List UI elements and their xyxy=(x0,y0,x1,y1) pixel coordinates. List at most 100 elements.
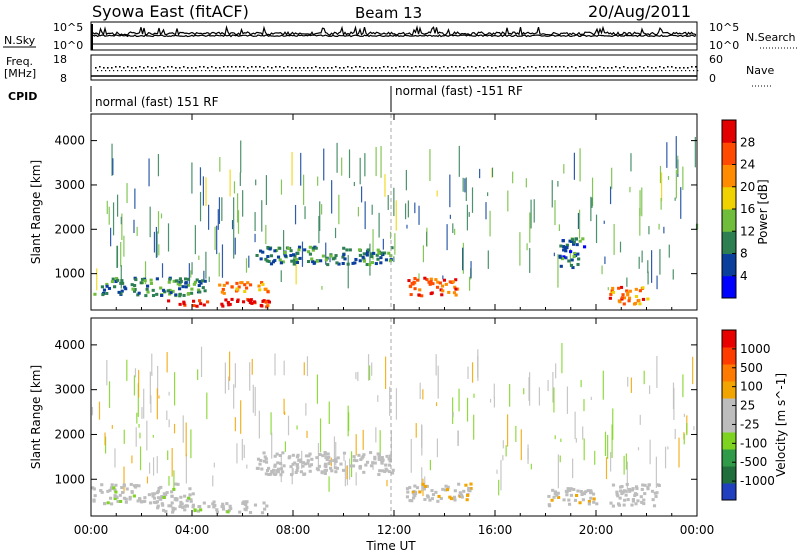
heat-streak xyxy=(108,206,110,225)
heat-cell xyxy=(308,464,312,468)
heat-cell xyxy=(569,493,574,497)
heat-streak xyxy=(418,273,420,282)
heat-streak xyxy=(672,269,674,280)
nsky-tick-top: 10^5 xyxy=(53,21,83,34)
heat-cell xyxy=(207,505,211,509)
heat-cell xyxy=(575,243,579,247)
heat-streak xyxy=(134,188,136,209)
heat-cell xyxy=(283,250,287,254)
heat-cell xyxy=(467,488,471,492)
heat-streak xyxy=(382,238,384,250)
heat-cell xyxy=(349,464,353,468)
heat-cell xyxy=(571,238,575,242)
heat-cell xyxy=(167,280,171,284)
heat-cell xyxy=(455,287,460,291)
heat-streak xyxy=(629,186,631,193)
heat-streak xyxy=(638,256,640,269)
heat-cell xyxy=(330,469,334,473)
heat-cell xyxy=(116,499,120,503)
heat-cell xyxy=(454,293,458,297)
heat-cell xyxy=(584,490,588,494)
heat-cell xyxy=(655,491,659,495)
heat-streak xyxy=(372,229,374,260)
heat-streak xyxy=(156,231,158,258)
colorbar-swatch xyxy=(722,364,736,382)
heat-cell xyxy=(635,487,639,491)
heat-streak xyxy=(612,408,614,440)
heat-cell xyxy=(619,489,623,493)
heat-streak xyxy=(280,270,282,282)
heat-cell xyxy=(238,510,242,514)
heat-cell xyxy=(373,457,377,461)
heat-cell xyxy=(567,259,571,263)
heat-cell xyxy=(122,483,126,487)
heat-cell xyxy=(113,285,117,289)
heat-cell xyxy=(129,482,133,486)
heat-cell xyxy=(146,290,150,294)
heat-cell xyxy=(449,497,454,501)
heat-cell xyxy=(229,507,233,511)
heat-cell xyxy=(562,255,566,259)
heat-streak xyxy=(375,146,377,177)
heat-cell xyxy=(339,462,343,466)
heat-streak xyxy=(520,429,522,461)
heat-cell xyxy=(342,451,347,455)
heat-cell xyxy=(621,490,625,494)
heat-streak xyxy=(470,261,472,279)
heat-cell xyxy=(379,256,383,260)
heat-cell xyxy=(634,502,638,506)
heat-cell xyxy=(279,261,283,265)
heat-cell xyxy=(581,498,585,502)
heat-streak xyxy=(270,412,272,435)
heat-cell xyxy=(107,286,112,290)
heat-streak xyxy=(651,250,653,283)
heat-cell xyxy=(460,495,464,499)
heat-streak xyxy=(437,365,439,399)
heat-streak xyxy=(231,220,234,230)
heat-cell xyxy=(434,278,438,282)
beam-title: Beam 13 xyxy=(355,4,422,22)
heat-cell xyxy=(308,245,312,249)
heat-streak xyxy=(554,435,556,440)
heat-streak xyxy=(647,260,649,274)
heat-cell xyxy=(178,277,183,281)
heat-cell xyxy=(634,295,639,299)
heat-streak xyxy=(112,158,114,175)
heat-streak xyxy=(319,201,321,232)
heat-cell xyxy=(320,470,324,474)
heat-cell xyxy=(253,503,258,507)
heat-cell xyxy=(169,291,173,295)
velocity-colorbar-label: Velocity [m s^-1] xyxy=(774,373,788,477)
heat-cell xyxy=(280,470,285,474)
heat-cell xyxy=(592,497,596,501)
heat-cell xyxy=(173,497,177,501)
heat-cell xyxy=(323,452,327,456)
heat-streak xyxy=(160,213,163,219)
heat-cell xyxy=(192,282,196,286)
heat-cell xyxy=(430,497,434,501)
colorbar-tick: 20 xyxy=(740,180,755,194)
heat-cell xyxy=(185,504,190,508)
y-tick-label: 1000 xyxy=(54,267,85,281)
colorbar-tick: -500 xyxy=(740,455,767,469)
heat-streak xyxy=(319,418,322,453)
heat-cell xyxy=(155,277,159,281)
heat-cell xyxy=(335,261,339,265)
heat-cell xyxy=(215,508,219,512)
heat-cell xyxy=(105,284,109,288)
heat-streak xyxy=(641,250,643,263)
heat-streak xyxy=(491,167,494,178)
heat-cell xyxy=(276,461,280,465)
heat-cell xyxy=(212,505,216,509)
heat-streak xyxy=(668,244,670,258)
heat-cell xyxy=(171,289,175,293)
heat-streak xyxy=(660,172,663,202)
heat-streak xyxy=(205,251,207,279)
heat-cell xyxy=(352,455,356,459)
heat-cell xyxy=(248,511,253,515)
heat-cell xyxy=(190,291,194,295)
heat-streak xyxy=(212,475,214,487)
heat-streak xyxy=(489,210,491,237)
heat-cell xyxy=(634,485,639,489)
heat-cell xyxy=(333,466,338,470)
